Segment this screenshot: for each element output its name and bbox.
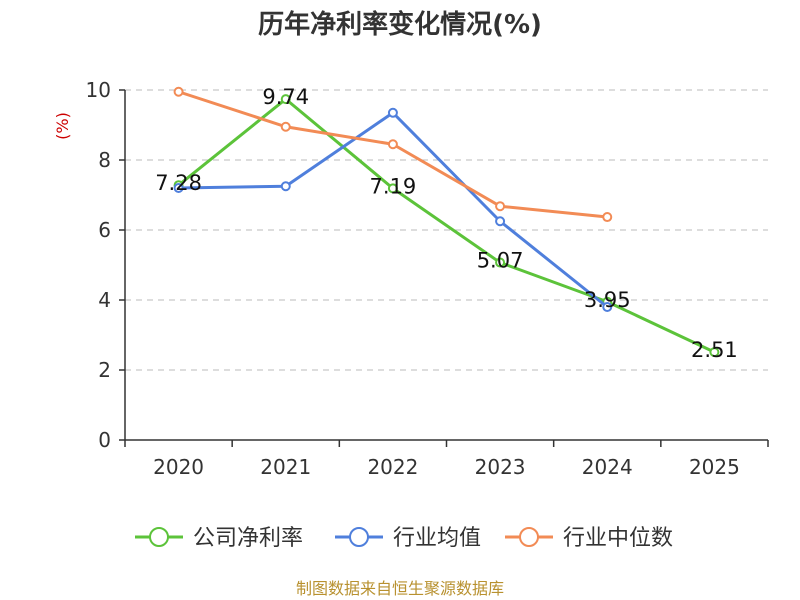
x-tick-label: 2020 [153,455,204,479]
source-note: 制图数据来自恒生聚源数据库 [296,579,504,598]
data-point [387,183,398,194]
legend-marker [349,527,369,547]
chart-title: 历年净利率变化情况(%) [258,9,542,40]
legend-item-2[interactable]: 行业均值 [335,526,481,551]
data-label: 3.95 [584,288,631,312]
x-tick-label: 2025 [689,455,740,479]
y-tick-label: 10 [86,78,111,102]
data-point [602,212,613,223]
legend-item-3[interactable]: 行业中位数 [505,526,673,551]
legend-label: 行业中位数 [563,526,673,551]
data-label: 2.51 [691,338,738,362]
data-point [280,121,291,132]
data-label: 5.07 [477,249,524,273]
data-label: 7.19 [370,174,417,198]
data-point [173,86,184,97]
x-tick-label: 2022 [367,455,418,479]
y-tick-label: 8 [98,148,111,172]
data-point [495,201,506,212]
data-point [280,181,291,192]
y-axis-label: (%) [53,112,72,140]
data-point [495,216,506,227]
legend-marker [149,527,169,547]
data-point [387,139,398,150]
x-tick-label: 2021 [260,455,311,479]
data-point [173,183,184,193]
series-line-1 [177,97,716,354]
data-label: 9.74 [262,85,309,109]
data-point [495,257,506,268]
legend-item-1[interactable]: 公司净利率 [135,526,303,551]
x-tick-label: 2024 [582,455,633,479]
y-tick-label: 4 [98,288,111,312]
data-label: 7.28 [155,171,202,195]
data-point [602,302,613,312]
x-tick-label: 2023 [475,455,526,479]
data-point [387,107,398,118]
y-tick-label: 6 [98,218,111,242]
y-tick-label: 0 [98,428,111,452]
legend-marker [519,527,539,547]
data-point [280,94,291,105]
y-tick-label: 2 [98,358,111,382]
legend-label: 行业均值 [393,526,481,551]
data-point [709,347,720,358]
legend-label: 公司净利率 [193,526,303,551]
